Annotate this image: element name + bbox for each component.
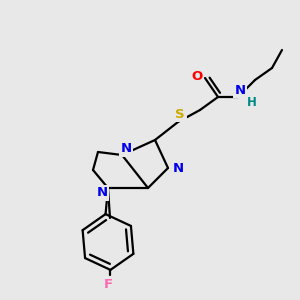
- Text: N: N: [172, 161, 184, 175]
- Text: S: S: [175, 107, 185, 121]
- Text: N: N: [234, 83, 246, 97]
- Text: F: F: [104, 278, 113, 291]
- Text: N: N: [96, 187, 108, 200]
- Text: O: O: [191, 70, 203, 83]
- Text: N: N: [120, 142, 132, 155]
- Text: H: H: [247, 95, 257, 109]
